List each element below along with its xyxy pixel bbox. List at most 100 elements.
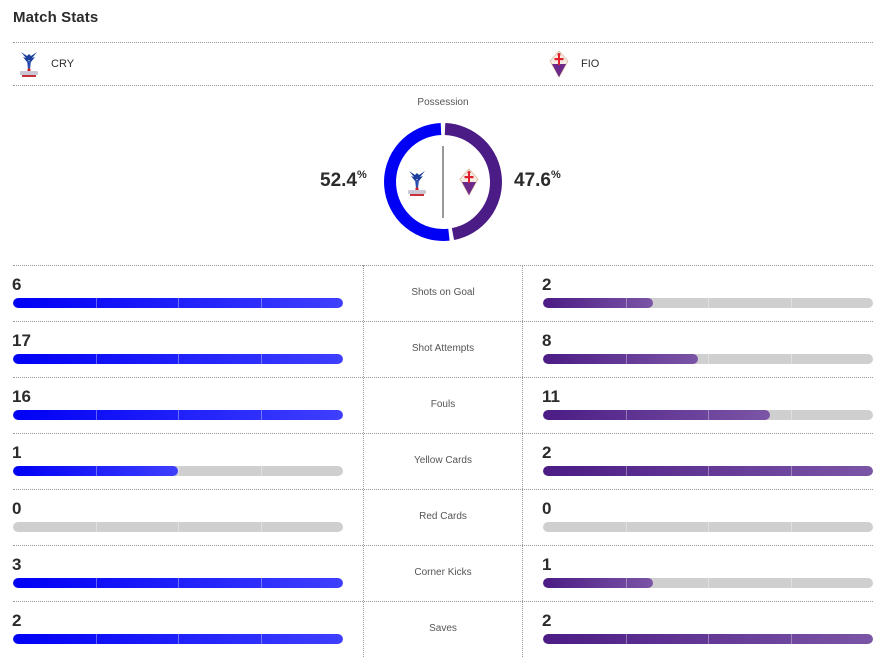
away-stat-value: 11	[542, 387, 560, 406]
bar-tick	[790, 466, 792, 476]
bar-tick	[260, 354, 262, 364]
home-stat-bar	[13, 298, 343, 308]
home-stat-bar-fill	[13, 298, 343, 308]
away-stat-bar	[543, 634, 873, 644]
bar-tick	[708, 354, 709, 364]
home-stat-bar	[13, 410, 343, 420]
bar-tick	[178, 354, 179, 364]
away-stat-value: 8	[542, 331, 552, 350]
home-possession-number: 52.4	[320, 170, 357, 191]
home-stat-bar-fill	[13, 634, 343, 644]
away-stat-bar	[543, 410, 873, 420]
bar-tick	[260, 466, 262, 476]
away-team: FIO	[547, 42, 599, 85]
possession-donut	[384, 123, 502, 241]
home-possession-value: 52.4%	[320, 169, 367, 192]
home-stat-bar-fill	[13, 354, 343, 364]
away-team-abbr: FIO	[581, 57, 600, 70]
possession-label: Possession	[417, 97, 469, 108]
away-stat-bar	[543, 522, 873, 532]
home-stat-bar	[13, 578, 343, 588]
bar-tick	[95, 410, 97, 420]
bar-tick	[260, 634, 262, 644]
away-stat-bar-fill	[543, 354, 699, 364]
bar-tick	[708, 578, 709, 588]
row-divider	[13, 321, 873, 322]
stat-label: Corner Kicks	[414, 567, 472, 578]
stat-label: Fouls	[430, 399, 456, 410]
home-possession-arc	[384, 123, 450, 241]
row-divider	[13, 265, 873, 266]
stat-label: Shots on Goal	[411, 287, 475, 298]
home-stat-bar	[13, 634, 343, 644]
away-stat-bar-fill	[543, 298, 653, 308]
bar-tick	[178, 634, 179, 644]
row-divider	[13, 489, 873, 490]
crystal-palace-crest-icon	[20, 51, 38, 77]
home-stat-value: 3	[12, 555, 22, 574]
bar-tick	[95, 354, 97, 364]
away-stat-bar-fill	[543, 410, 770, 420]
home-stat-bar	[13, 522, 343, 532]
bar-tick	[260, 578, 262, 588]
percent-sign: %	[356, 169, 367, 181]
bar-tick	[625, 634, 627, 644]
crystal-palace-crest-icon	[408, 171, 426, 196]
away-stat-value: 2	[542, 611, 552, 630]
bar-tick	[178, 466, 179, 476]
away-stat-bar	[543, 466, 873, 476]
bar-tick	[95, 522, 97, 532]
fiorentina-crest-icon	[459, 168, 479, 196]
bar-tick	[790, 354, 792, 364]
stat-label: Saves	[429, 623, 457, 634]
divider	[13, 85, 873, 86]
bar-tick	[260, 410, 262, 420]
bar-tick	[625, 578, 627, 588]
away-stat-bar-fill	[543, 466, 873, 476]
divider	[13, 42, 873, 43]
row-divider	[13, 433, 873, 434]
away-possession-number: 47.6	[514, 170, 551, 191]
bar-tick	[625, 466, 627, 476]
home-stat-bar	[13, 354, 343, 364]
home-stat-value: 2	[12, 611, 22, 630]
bar-tick	[790, 522, 792, 532]
row-divider	[13, 545, 873, 546]
bar-tick	[178, 298, 179, 308]
row-divider	[13, 601, 873, 602]
bar-tick	[708, 634, 709, 644]
away-stat-bar	[543, 578, 873, 588]
home-team: CRY	[17, 42, 74, 85]
away-stat-bar-fill	[543, 578, 653, 588]
home-stat-value: 16	[12, 387, 31, 406]
away-possession-value: 47.6%	[514, 169, 561, 192]
bar-tick	[708, 466, 709, 476]
section-title: Match Stats	[13, 9, 99, 26]
column-divider	[522, 265, 523, 657]
home-stat-bar-fill	[13, 466, 178, 476]
bar-tick	[625, 410, 627, 420]
bar-tick	[260, 298, 262, 308]
away-stat-bar	[543, 354, 873, 364]
bar-tick	[708, 522, 709, 532]
bar-tick	[790, 578, 792, 588]
bar-tick	[625, 354, 627, 364]
row-divider	[13, 377, 873, 378]
bar-tick	[178, 578, 179, 588]
percent-sign: %	[550, 169, 561, 181]
home-stat-value: 6	[12, 275, 22, 294]
home-stat-bar-fill	[13, 578, 343, 588]
home-stat-bar	[13, 466, 343, 476]
bar-tick	[95, 578, 97, 588]
stat-label: Shot Attempts	[411, 343, 475, 354]
stat-label: Yellow Cards	[414, 455, 472, 466]
home-stat-value: 17	[12, 331, 31, 350]
away-stat-value: 0	[542, 499, 552, 518]
away-stat-bar-fill	[543, 634, 873, 644]
bar-tick	[790, 410, 792, 420]
bar-tick	[95, 466, 97, 476]
away-possession-arc	[444, 123, 502, 240]
bar-tick	[260, 522, 262, 532]
home-stat-value: 1	[12, 443, 22, 462]
home-team-abbr: CRY	[51, 57, 75, 70]
